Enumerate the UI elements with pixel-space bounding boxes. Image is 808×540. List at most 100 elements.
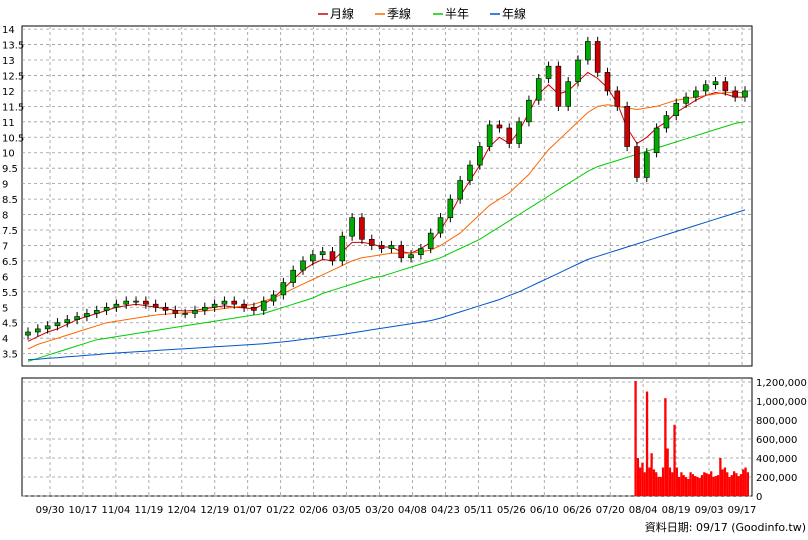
candle-body (359, 217, 365, 240)
candle-body (427, 232, 434, 249)
candle-body (172, 310, 179, 314)
candle-body (624, 106, 630, 147)
candle-body (457, 180, 463, 200)
candle-body (545, 65, 552, 79)
ma-half-year-line (27, 121, 746, 362)
x-tick-label: 08/04 (629, 505, 658, 516)
volume-bar (700, 475, 704, 496)
y-tick-label: 3.5 (2, 350, 18, 361)
volume-bar (705, 473, 708, 496)
candle-body (123, 300, 130, 305)
volume-bar (671, 472, 674, 496)
volume-bar (659, 477, 662, 496)
candle-body (133, 300, 139, 303)
candle-body (251, 306, 257, 311)
y-tick-label: 9 (2, 180, 8, 191)
candle-body (634, 146, 640, 178)
legend-label: 年線 (502, 6, 526, 21)
candle-body (280, 282, 287, 296)
legend-label: 半年 (445, 7, 469, 21)
y-tick-label: 12.5 (2, 71, 24, 82)
volume-bar (652, 469, 656, 496)
volume-bar (730, 475, 733, 496)
x-axis: 09/30 10/17 11/04 11/19 12/04 12/19 01/07 01/22… (36, 505, 757, 516)
x-tick-label: 01/07 (233, 505, 262, 516)
legend: 月線 季線 半年 年線 (318, 6, 526, 21)
candle-body (241, 303, 247, 308)
volume-plot-area (21, 377, 753, 497)
candle-body (25, 331, 31, 336)
candle-body (555, 65, 562, 107)
volume-bar (712, 477, 715, 496)
candle-body (732, 90, 738, 98)
candle-body (152, 303, 159, 308)
volume-bar (661, 467, 665, 496)
x-tick-label: 09/30 (36, 505, 65, 516)
volume-bar (680, 472, 683, 496)
y-tick-label: 9.5 (2, 164, 18, 175)
candle-body (368, 238, 375, 246)
y-tick-label: 13 (2, 56, 15, 67)
x-tick-label: 09/03 (695, 505, 724, 516)
volume-bar (636, 458, 640, 496)
volume-bar (742, 469, 745, 496)
candle-body (319, 251, 326, 256)
candle-body (162, 306, 169, 311)
legend-label: 季線 (387, 6, 411, 21)
candle-body (594, 41, 601, 73)
candle-body (378, 245, 385, 249)
volume-y-tick-label: 800,000 (756, 416, 797, 427)
candle-body (270, 294, 277, 302)
x-tick-label: 02/06 (299, 505, 328, 516)
volume-bar (684, 477, 688, 496)
volume-bar (675, 467, 678, 496)
candle-body (398, 245, 405, 259)
candle-body (113, 303, 120, 308)
candle-body (712, 81, 719, 86)
candle-body (201, 306, 208, 311)
volume-bar (677, 477, 681, 496)
volume-bar (682, 475, 685, 496)
volume-bar (714, 476, 717, 496)
volume-bar (726, 472, 729, 496)
candle-body (604, 72, 611, 92)
candle-body (388, 245, 395, 249)
x-tick-label: 04/08 (398, 505, 427, 516)
candle-body (408, 254, 414, 259)
volume-bar (721, 469, 724, 496)
candle-body (260, 300, 267, 311)
volume-y-tick-label: 200,000 (756, 473, 797, 484)
candle-body (290, 269, 296, 283)
candle-body (486, 124, 493, 147)
y-tick-label: 6.5 (2, 257, 18, 268)
candle-body (653, 127, 660, 154)
volume-bar (739, 474, 743, 496)
volume-bar (719, 458, 722, 496)
y-tick-label: 11 (2, 118, 15, 129)
y-tick-label: 4.5 (2, 319, 18, 330)
y-tick-label: 10.5 (2, 133, 24, 144)
candle-body (84, 313, 90, 317)
volume-bar (668, 467, 672, 496)
volume-bar (744, 467, 747, 496)
volume-bar (723, 467, 727, 496)
y-tick-label: 4 (2, 334, 8, 345)
candle-body (467, 164, 473, 181)
volume-y-tick-label: 1,000,000 (756, 397, 807, 408)
candle-body (477, 146, 483, 166)
volume-bar (732, 471, 736, 496)
x-tick-label: 12/04 (167, 505, 196, 516)
candle-body (221, 300, 228, 305)
volume-bar (710, 471, 713, 496)
volume-y-tick-label: 600,000 (756, 435, 797, 446)
x-tick-label: 03/20 (365, 505, 394, 516)
candle-body (44, 325, 51, 330)
candle-body (143, 300, 149, 305)
candle-body (496, 124, 503, 129)
volume-bar (707, 474, 711, 496)
x-tick-label: 01/22 (266, 505, 295, 516)
volume-y-tick-label: 1,200,000 (756, 378, 807, 389)
volume-grid (22, 378, 752, 497)
volume-bar (643, 472, 646, 496)
